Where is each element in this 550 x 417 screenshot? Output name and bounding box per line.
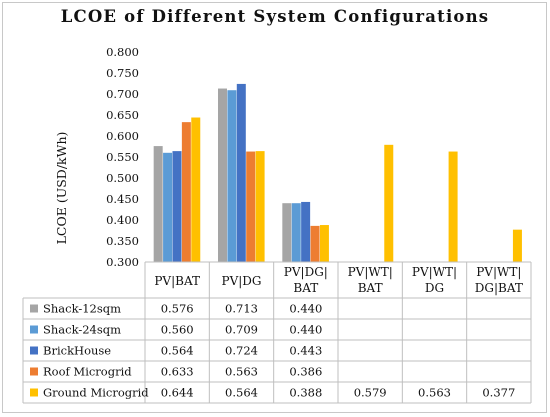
data-label: 0.388	[289, 386, 322, 400]
y-tick-label: 0.350	[106, 234, 139, 248]
bar	[153, 146, 163, 262]
category-label: DG|BAT	[475, 281, 523, 295]
bar	[448, 151, 458, 262]
bar	[227, 90, 237, 262]
data-label: 0.644	[161, 386, 194, 400]
data-label: 0.633	[161, 365, 194, 379]
bar	[384, 144, 394, 262]
legend-swatch	[30, 346, 38, 355]
category-label: BAT	[293, 281, 318, 295]
legend-entry: Ground Microgrid	[43, 386, 149, 400]
bar	[291, 203, 301, 262]
legend-swatch	[30, 304, 38, 313]
data-label: 0.560	[161, 323, 194, 337]
data-label: 0.443	[289, 344, 322, 358]
data-label: 0.563	[418, 386, 451, 400]
data-label: 0.576	[161, 302, 194, 316]
data-label: 0.709	[225, 323, 258, 337]
bar	[512, 229, 522, 262]
bar	[319, 225, 329, 262]
category-label: PV|WT|	[476, 265, 521, 279]
y-tick-label: 0.700	[106, 87, 139, 101]
category-label: PV|WT|	[412, 265, 457, 279]
data-label: 0.440	[289, 323, 322, 337]
data-label: 0.377	[482, 386, 515, 400]
bar	[246, 151, 256, 262]
bar	[236, 83, 246, 262]
bar	[172, 151, 182, 262]
category-label: PV|BAT	[154, 274, 200, 288]
legend-entry: Shack-24sqm	[43, 323, 121, 337]
y-tick-label: 0.800	[106, 45, 139, 59]
legend-swatch	[30, 367, 38, 376]
y-tick-label: 0.550	[106, 150, 139, 164]
bar	[282, 203, 292, 262]
bar	[310, 225, 320, 262]
bar	[181, 122, 191, 262]
bar	[218, 88, 227, 262]
bar	[301, 201, 311, 262]
data-label: 0.564	[161, 344, 194, 358]
chart-title: LCOE of Different System Configurations	[60, 7, 490, 26]
y-tick-label: 0.300	[106, 255, 139, 269]
category-label: DG	[425, 281, 444, 295]
y-tick-label: 0.650	[106, 108, 139, 122]
y-tick-label: 0.500	[106, 171, 139, 185]
bar	[163, 152, 173, 262]
data-label: 0.564	[225, 386, 258, 400]
legend-entry: BrickHouse	[43, 344, 111, 358]
category-label: PV|DG|	[284, 265, 328, 279]
y-tick-label: 0.400	[106, 213, 139, 227]
y-tick-label: 0.750	[106, 66, 139, 80]
category-label: PV|WT|	[348, 265, 393, 279]
chart-frame	[2, 2, 547, 413]
data-label: 0.440	[289, 302, 322, 316]
legend-entry: Roof Microgrid	[43, 365, 132, 379]
data-label: 0.579	[354, 386, 387, 400]
data-label: 0.563	[225, 365, 258, 379]
data-label: 0.724	[225, 344, 258, 358]
bar	[255, 151, 265, 262]
data-label: 0.713	[225, 302, 258, 316]
category-label: BAT	[358, 281, 383, 295]
category-label: PV|DG	[222, 274, 262, 288]
legend-swatch	[30, 388, 38, 397]
legend-entry: Shack-12sqm	[43, 302, 121, 316]
bar	[191, 117, 201, 263]
y-tick-label: 0.450	[106, 192, 139, 206]
data-label: 0.386	[289, 365, 322, 379]
legend-swatch	[30, 325, 38, 334]
y-tick-label: 0.600	[106, 129, 139, 143]
